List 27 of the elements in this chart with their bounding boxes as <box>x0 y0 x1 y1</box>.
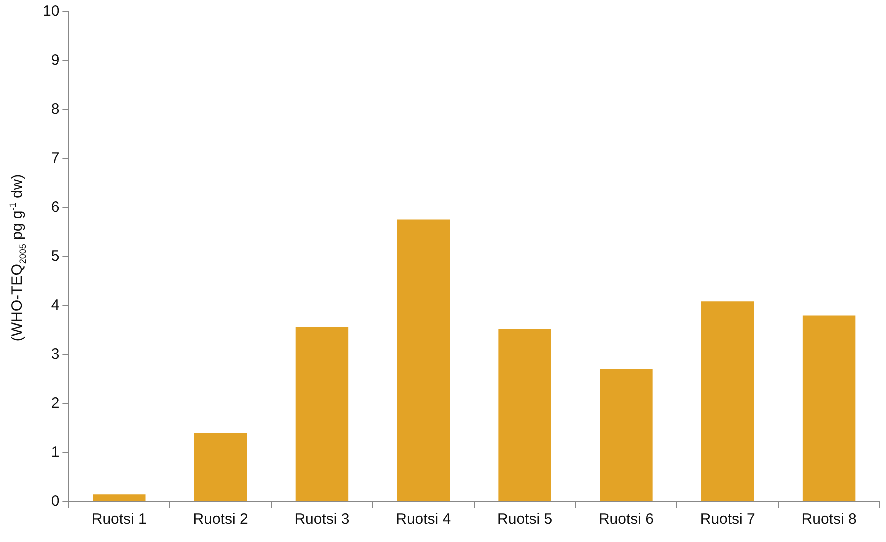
y-tick-label: 0 <box>51 493 60 510</box>
x-tick-label: Ruotsi 7 <box>700 511 756 528</box>
y-tick-label: 4 <box>51 297 60 314</box>
x-tick-label: Ruotsi 1 <box>92 511 147 528</box>
y-tick-label: 8 <box>51 101 60 118</box>
y-tick-label: 7 <box>51 150 60 168</box>
x-tick-label: Ruotsi 8 <box>802 511 857 528</box>
y-tick-label: 3 <box>51 346 60 364</box>
y-tick-label: 2 <box>51 395 60 412</box>
y-tick-label: 10 <box>42 3 60 20</box>
x-tick-label: Ruotsi 2 <box>193 511 248 528</box>
x-tick-label: Ruotsi 5 <box>498 511 553 528</box>
y-tick-label: 1 <box>51 444 60 462</box>
bar <box>397 220 450 502</box>
bar <box>93 494 146 502</box>
bar <box>498 329 552 502</box>
y-tick-label: 9 <box>51 52 60 70</box>
y-tick-label: 6 <box>51 199 60 216</box>
y-tick-label: 5 <box>51 248 60 266</box>
bar <box>296 327 349 502</box>
bar <box>194 433 248 502</box>
bar <box>600 369 653 502</box>
x-tick-label: Ruotsi 4 <box>396 511 452 528</box>
bar <box>802 316 856 502</box>
x-tick-label: Ruotsi 6 <box>598 511 654 528</box>
x-tick-label: Ruotsi 3 <box>294 511 350 528</box>
bar <box>702 302 754 502</box>
